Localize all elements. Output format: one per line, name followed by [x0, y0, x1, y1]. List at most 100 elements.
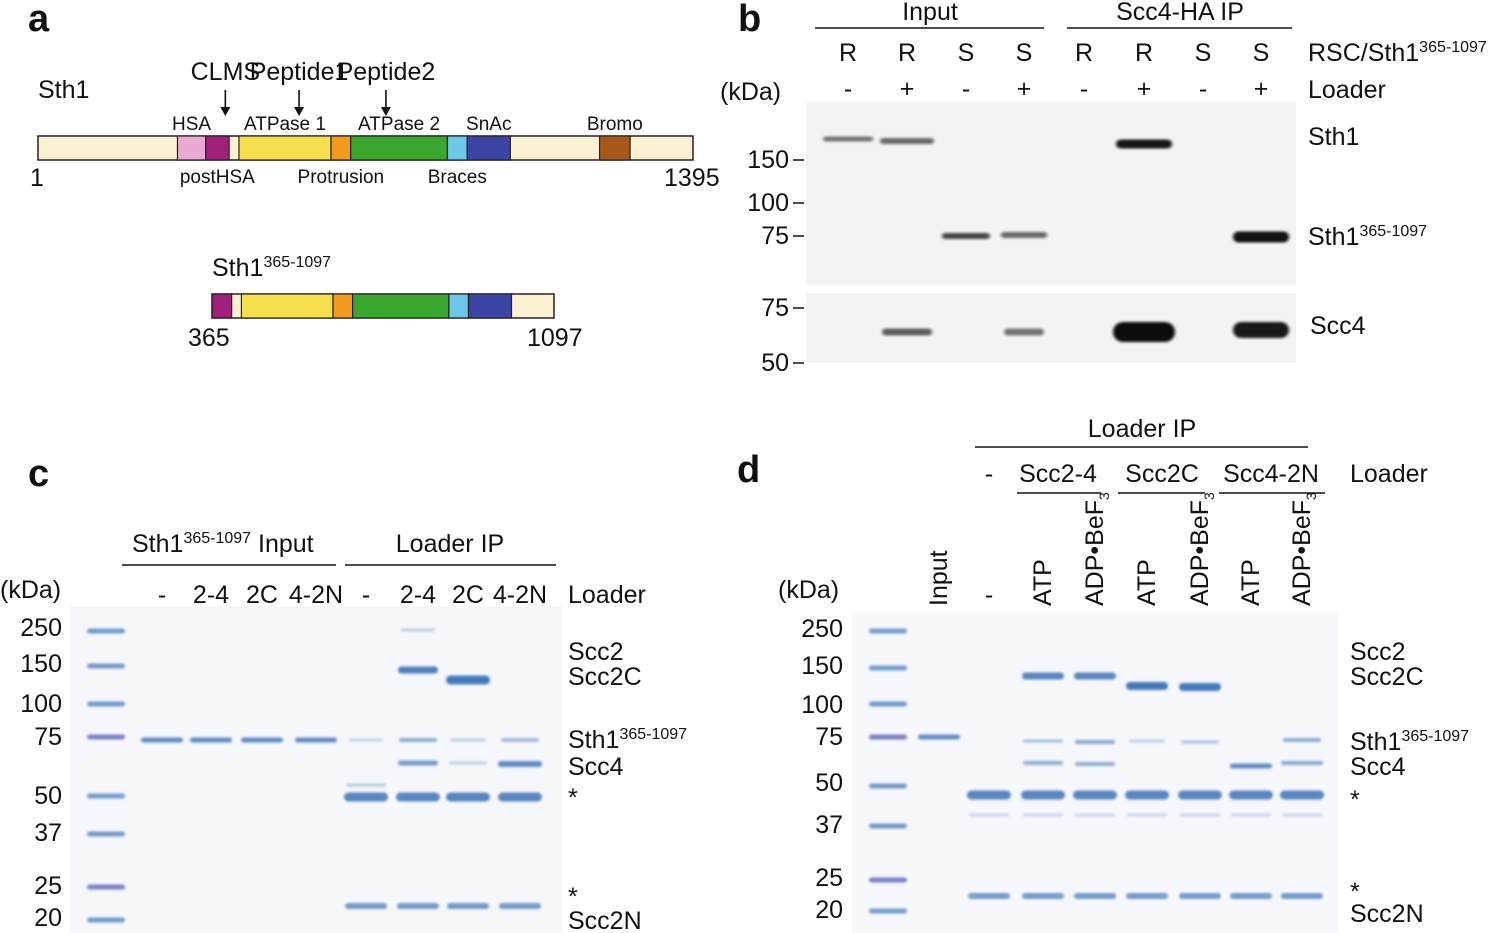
lane-loader: -	[962, 75, 970, 103]
gel-band	[87, 917, 125, 923]
construct-domain-protrusion	[332, 293, 354, 319]
gel-band	[869, 734, 907, 740]
lane-strain: S	[1195, 39, 1212, 67]
lane-label: 4-2N	[493, 581, 547, 609]
blot-band	[1233, 322, 1289, 338]
ladder-label: 100	[747, 189, 789, 217]
lane-loader: +	[1017, 75, 1032, 103]
lane-label: ADP•BeF3	[1288, 492, 1319, 606]
input-group-label: Input	[902, 0, 958, 26]
domain-posthsa	[205, 135, 230, 161]
gel-band	[1179, 683, 1221, 691]
ladder-label: 20	[815, 896, 843, 924]
gel-band	[397, 903, 439, 909]
gel-band	[1022, 893, 1064, 899]
kda-label: (kDa)	[720, 78, 781, 106]
gel-band	[1074, 672, 1116, 680]
construct-name: Sth1365-1097	[212, 254, 331, 282]
panel-c: c Sth1365-1097 Input Loader IP -2-4 2C 4-2…	[0, 453, 687, 933]
blot-band	[1113, 322, 1175, 342]
gel-band	[87, 793, 125, 799]
band-label: Scc2	[568, 638, 624, 666]
gel-band	[869, 628, 907, 634]
lane-loader: -	[844, 75, 852, 103]
ladder-label: 250	[20, 614, 62, 642]
gel-band	[87, 701, 125, 707]
construct-start: 365	[188, 324, 230, 352]
ladder-label: 37	[34, 819, 62, 847]
gel-band	[87, 734, 125, 740]
gel-band	[447, 903, 489, 909]
gel-band	[499, 903, 541, 909]
domain-label-bromo: Bromo	[587, 114, 643, 135]
gel-band	[241, 737, 283, 743]
lane-loader: -	[1080, 75, 1088, 103]
gel-band	[869, 823, 907, 829]
lane-strain: R	[839, 39, 857, 67]
gel-band	[1230, 893, 1272, 899]
construct-domain-atpase1	[240, 293, 334, 319]
gel-band	[1127, 813, 1167, 817]
gel-band	[446, 675, 490, 685]
gel-band	[918, 734, 960, 740]
gel-band	[398, 760, 438, 766]
panel-a-label: a	[28, 0, 50, 40]
start-residue: 1	[30, 164, 44, 192]
construct-domain-posthsa	[211, 293, 233, 319]
ip-group-label: Loader IP	[396, 530, 504, 558]
gel-band	[967, 790, 1011, 800]
gel-band	[1179, 893, 1221, 899]
ladder-label: 25	[34, 872, 62, 900]
marker-label: CLMS	[191, 58, 260, 86]
domain-protrusion	[330, 135, 352, 161]
blot-band	[1116, 139, 1172, 149]
construct-domain-snac	[467, 293, 513, 319]
gel-band	[869, 908, 907, 914]
gel-band	[87, 628, 125, 634]
band-label: Scc4	[568, 753, 624, 781]
loader-group-label: Scc4-2N	[1223, 460, 1319, 488]
gel-band	[87, 884, 125, 890]
domain-braces	[446, 135, 468, 161]
lane-strain: S	[958, 39, 975, 67]
coomassie-gel	[852, 612, 1338, 933]
gel-band	[1280, 790, 1324, 800]
arrow-head-icon	[220, 107, 231, 116]
lane-strain: S	[1253, 39, 1270, 67]
kda-label: (kDa)	[0, 576, 61, 604]
gel-band	[1282, 813, 1322, 817]
lane-strain: R	[1135, 39, 1153, 67]
gel-band	[1178, 790, 1222, 800]
domain-atpase2	[350, 135, 449, 161]
loader-row-label: Loader	[1308, 76, 1386, 104]
domain-label-posthsa: postHSA	[180, 167, 255, 188]
gel-band	[87, 663, 125, 669]
lane-label: 2-4	[400, 581, 436, 609]
gel-band	[1181, 740, 1219, 744]
lane-label: ADP•BeF3	[1081, 492, 1112, 606]
blot-band	[1233, 231, 1289, 243]
ladder-label: 50	[34, 782, 62, 810]
gel-band	[344, 792, 388, 802]
gel-band	[869, 783, 907, 789]
domain-label-atpase2: ATPase 2	[358, 114, 440, 135]
band-label: Sth1365-1097	[568, 726, 687, 754]
gel-band	[190, 737, 232, 743]
ladder-label: 75	[761, 222, 789, 250]
band-label: *	[1350, 786, 1360, 814]
ladder-label: 75	[34, 723, 62, 751]
marker-label: Peptide1	[250, 58, 349, 86]
band-label: *	[568, 883, 578, 911]
gel-band	[349, 738, 383, 742]
arrow-head-icon	[380, 107, 391, 116]
gel-band	[1023, 761, 1063, 765]
gel-band	[1125, 790, 1169, 800]
blot-band	[1001, 232, 1047, 238]
protein-name: Sth1	[38, 76, 89, 104]
domain-bromo	[598, 135, 631, 161]
domain-snac	[466, 135, 511, 161]
western-blot-top	[806, 102, 1296, 285]
gel-band	[1229, 790, 1273, 800]
